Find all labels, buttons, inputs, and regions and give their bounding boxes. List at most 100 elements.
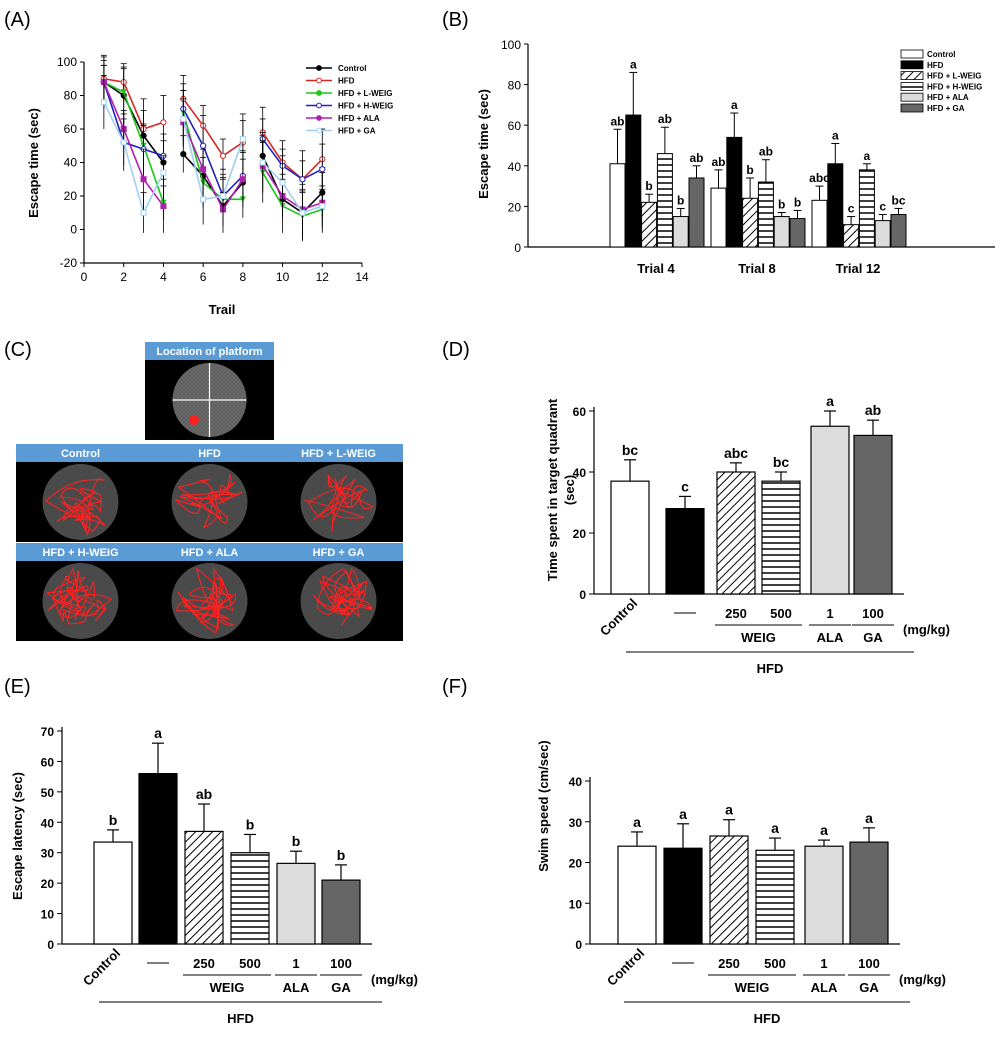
chart-b-bar [641, 201, 658, 248]
chart-b-bar [773, 216, 790, 248]
chart-b-category-label: Trial 12 [836, 261, 881, 276]
chart-a-point [100, 99, 107, 106]
chart-d-bar [853, 434, 893, 595]
chart-b-bar [625, 114, 642, 248]
chart-d-group-label: ALA [817, 630, 844, 645]
chart-f-bar [804, 845, 844, 945]
chart-b-significance-letter: a [630, 57, 637, 71]
chart-e-bar [321, 879, 361, 945]
chart-d-supergroup-label: HFD [757, 661, 784, 676]
chart-b-bar [843, 224, 860, 248]
chart-a-ytick-label: -20 [60, 256, 78, 270]
panel-c-swim-track [313, 567, 373, 626]
chart-b-significance-letter: c [879, 200, 886, 214]
panel-c-tile-title-bar [274, 543, 403, 561]
chart-d-significance-letter: abc [724, 445, 748, 461]
chart-e-ytick-label: 20 [41, 877, 55, 891]
chart-a-xtick-label: 6 [200, 270, 207, 284]
chart-a-ytick-label: 100 [57, 55, 77, 69]
chart-e-bar [276, 862, 316, 945]
chart-d-significance-letter: c [681, 478, 689, 494]
panel-c-platform-marker [189, 415, 199, 425]
panel-c-tile-title-bar [145, 543, 274, 561]
chart-b-significance-letter: a [864, 149, 871, 163]
chart-a-series-line [103, 101, 323, 215]
chart-f-significance-letter: a [633, 814, 641, 830]
chart-b-category-label: Trial 4 [637, 261, 675, 276]
chart-a-point [219, 152, 227, 159]
chart-b-significance-letter: ab [689, 151, 703, 165]
chart-e-bar [93, 841, 133, 945]
chart-a-point [319, 166, 326, 173]
chart-e-category-label: 500 [239, 956, 261, 971]
chart-f-ylabel: Swim speed (cm/sec) [536, 740, 551, 872]
chart-a-point [299, 176, 306, 183]
chart-a-point [319, 203, 326, 210]
chart-a-point [120, 89, 127, 96]
chart-a-point [200, 196, 207, 203]
chart-a-ytick-label: 0 [70, 223, 77, 237]
chart-e-significance-letter: b [292, 833, 301, 849]
chart-a-point [200, 166, 207, 173]
panel-c-swim-track [45, 478, 106, 537]
chart-e-escape-latency: Escape latency (sec) 0 10 20 30 40 50 60 70 b a ab… [10, 725, 418, 1026]
chart-f-bar [755, 849, 795, 945]
chart-a-point [120, 139, 127, 146]
panel-label-a: (A) [4, 9, 31, 31]
chart-f-significance-letter: a [725, 802, 733, 818]
chart-a-ytick-label: 60 [64, 122, 78, 136]
chart-d-bar [610, 480, 650, 595]
chart-f-ytick-label: 0 [575, 938, 582, 952]
chart-a-escape-time-by-trail: Escape time (sec) Trail -200204060801000… [26, 54, 393, 317]
chart-a-xtick-label: 14 [355, 270, 369, 284]
chart-e-supergroup-label: HFD [227, 1011, 254, 1026]
chart-a-point [180, 115, 187, 122]
panel-c-swim-tracks: Location of platform Control HFD HFD + L-WE… [16, 342, 403, 641]
chart-b-ytick-label: 80 [508, 79, 522, 93]
chart-f-category-label: 250 [718, 956, 740, 971]
chart-b-ylabel: Escape time (sec) [476, 89, 491, 199]
chart-e-ytick-label: 50 [41, 786, 55, 800]
chart-a-ytick-label: 80 [64, 89, 78, 103]
chart-b-legend-label: HFD + H-WEIG [927, 82, 982, 91]
chart-e-ytick-label: 0 [47, 938, 54, 952]
chart-d-ylabel-line1: Time spent in target quadrant [545, 398, 560, 581]
chart-b-bar [726, 136, 743, 248]
chart-f-group-label: ALA [811, 980, 838, 995]
chart-b-bar [858, 169, 875, 248]
chart-b-legend-label: HFD + L-WEIG [927, 72, 981, 81]
panel-c-tile-title: Control [61, 448, 100, 460]
chart-e-bar [230, 852, 270, 945]
chart-b-significance-letter: b [645, 179, 652, 193]
chart-b-bar [742, 197, 759, 248]
chart-b-significance-letter: a [832, 128, 839, 142]
chart-b-bar [789, 218, 806, 248]
chart-d-category-label: 1 [826, 606, 833, 621]
chart-f-bar [709, 835, 749, 945]
chart-a-legend-marker [316, 115, 322, 121]
chart-d-ytick-label: 60 [573, 405, 587, 419]
chart-f-bar [617, 845, 657, 945]
chart-d-category-label: 100 [862, 606, 884, 621]
chart-a-legend-label: HFD + L-WEIG [338, 89, 392, 98]
chart-b-significance-letter: bc [891, 193, 905, 207]
chart-d-ytick-label: 0 [579, 588, 586, 602]
chart-a-xtick-label: 2 [120, 270, 127, 284]
chart-f-category-label: 100 [858, 956, 880, 971]
chart-b-significance-letter: ab [759, 145, 773, 159]
chart-f-units-label: (mg/kg) [899, 972, 946, 987]
chart-e-ytick-label: 60 [41, 755, 55, 769]
chart-d-category-label: 250 [725, 606, 747, 621]
chart-f-category-label: 1 [820, 956, 827, 971]
panel-label-d: (D) [442, 339, 470, 361]
panel-label-c: (C) [4, 339, 32, 361]
chart-f-group-label: WEIG [735, 980, 770, 995]
chart-a-point [299, 209, 306, 216]
chart-a-point [140, 209, 147, 216]
chart-b-bar [609, 163, 626, 248]
chart-e-category-label: Control [80, 946, 123, 989]
chart-f-significance-letter: a [771, 820, 779, 836]
chart-a-point [140, 176, 147, 183]
panel-c-swim-track [175, 566, 237, 634]
